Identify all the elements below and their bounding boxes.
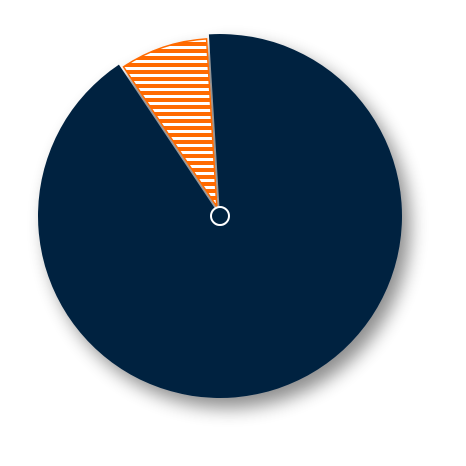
center-ring-marker	[210, 206, 230, 226]
pie-slice-2[interactable]	[122, 38, 218, 210]
pie-center	[210, 206, 230, 226]
